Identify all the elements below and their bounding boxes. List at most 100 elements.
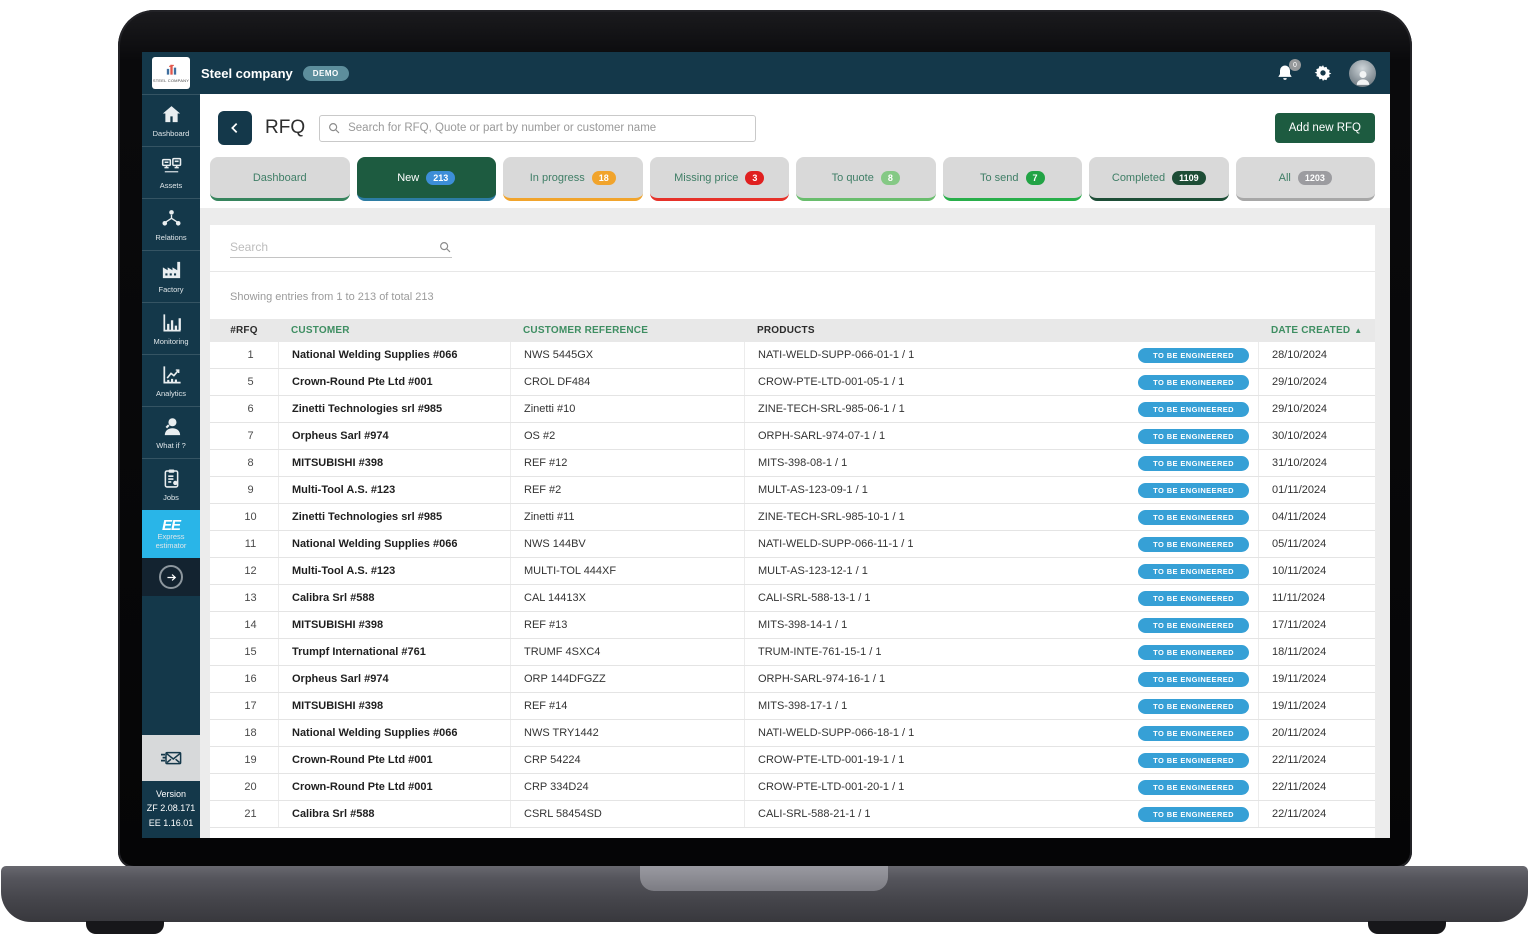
- cell-customer-reference: REF #12: [510, 450, 744, 476]
- table-row[interactable]: 14 MITSUBISHI #398 REF #13 MITS-398-14-1…: [210, 612, 1375, 639]
- table-row[interactable]: 6 Zinetti Technologies srl #985 Zinetti …: [210, 396, 1375, 423]
- tab-label: Dashboard: [252, 171, 307, 184]
- sidebar-item[interactable]: Analytics: [142, 354, 200, 406]
- cell-customer-reference: TRUMF 4SXC4: [510, 639, 744, 665]
- cell-customer-reference: NWS 5445GX: [510, 342, 744, 368]
- table-row[interactable]: 19 Crown-Round Pte Ltd #001 CRP 54224 CR…: [210, 747, 1375, 774]
- table-row[interactable]: 13 Calibra Srl #588 CAL 14413X CALI-SRL-…: [210, 585, 1375, 612]
- tab-count-badge: 213: [426, 170, 456, 185]
- sidebar-collapse-button[interactable]: [142, 558, 200, 596]
- sidebar-item-label: Monitoring: [153, 336, 189, 346]
- cell-products: ZINE-TECH-SRL-985-10-1 / 1 TO BE ENGINEE…: [744, 504, 1258, 530]
- cell-products: MITS-398-14-1 / 1 TO BE ENGINEERED: [744, 612, 1258, 638]
- cell-date-created: 22/11/2024: [1258, 774, 1375, 800]
- cell-date-created: 31/10/2024: [1258, 450, 1375, 476]
- status-badge: TO BE ENGINEERED: [1138, 563, 1249, 579]
- cell-rfq-number: 7: [247, 430, 254, 442]
- status-tab[interactable]: All 1203: [1235, 157, 1375, 201]
- status-badge: TO BE ENGINEERED: [1138, 590, 1249, 606]
- send-feedback-button[interactable]: [142, 734, 200, 781]
- notifications-button[interactable]: 0: [1275, 59, 1301, 83]
- cell-rfq-number: 11: [244, 538, 257, 550]
- sidebar-item[interactable]: Factory: [142, 250, 200, 302]
- sidebar-item[interactable]: Jobs: [142, 458, 200, 510]
- column-header-rfq[interactable]: #RFQ: [230, 325, 258, 336]
- sidebar-item[interactable]: Dashboard: [142, 94, 200, 146]
- settings-button[interactable]: [1313, 63, 1333, 83]
- table-row[interactable]: 20 Crown-Round Pte Ltd #001 CRP 334D24 C…: [210, 774, 1375, 801]
- product-code: MITS-398-17-1 / 1: [758, 700, 848, 712]
- back-button[interactable]: [218, 111, 252, 145]
- sidebar-item[interactable]: Relations: [142, 198, 200, 250]
- sidebar-item-label: Factory: [158, 284, 184, 294]
- cell-customer: Zinetti Technologies srl #985: [278, 396, 510, 422]
- cell-customer-reference: CAL 14413X: [510, 585, 744, 611]
- gear-icon: [1313, 63, 1333, 83]
- cell-customer-reference: CSRL 58454SD: [510, 801, 744, 827]
- user-avatar[interactable]: [1349, 59, 1376, 87]
- status-badge: TO BE ENGINEERED: [1138, 536, 1249, 552]
- status-tab[interactable]: Missing price 3: [649, 157, 789, 201]
- column-header-customer-reference[interactable]: CUSTOMER REFERENCE: [523, 325, 649, 336]
- status-tab[interactable]: Dashboard: [210, 157, 350, 201]
- sidebar-item-express-estimator[interactable]: EE Express estimator: [142, 510, 200, 558]
- global-search-input[interactable]: [319, 114, 757, 142]
- product-code: CROW-PTE-LTD-001-20-1 / 1: [758, 781, 905, 793]
- notification-count-badge: 0: [1289, 59, 1301, 71]
- status-tab[interactable]: In progress 18: [503, 157, 643, 201]
- table-row[interactable]: 11 National Welding Supplies #066 NWS 14…: [210, 531, 1375, 558]
- table-row[interactable]: 18 National Welding Supplies #066 NWS TR…: [210, 720, 1375, 747]
- version-ee: EE 1.16.01: [148, 817, 194, 828]
- tab-count-badge: 7: [1025, 170, 1045, 185]
- cell-products: CALI-SRL-588-13-1 / 1 TO BE ENGINEERED: [744, 585, 1258, 611]
- table-filter-input[interactable]: [230, 240, 438, 254]
- sidebar-item-icon: [160, 155, 183, 178]
- version-zf: ZF 2.08.171: [146, 803, 196, 814]
- table-row[interactable]: 15 Trumpf International #761 TRUMF 4SXC4…: [210, 639, 1375, 666]
- express-estimator-logo: EE: [161, 516, 181, 534]
- cell-customer: Orpheus Sarl #974: [278, 666, 510, 692]
- status-badge: TO BE ENGINEERED: [1138, 617, 1249, 633]
- table-row[interactable]: 12 Multi-Tool A.S. #123 MULTI-TOL 444XF …: [210, 558, 1375, 585]
- status-tab[interactable]: To send 7: [942, 157, 1082, 201]
- product-code: TRUM-INTE-761-15-1 / 1: [758, 646, 882, 658]
- column-header-date-created[interactable]: DATE CREATED ▲: [1258, 325, 1375, 336]
- product-code: ORPH-SARL-974-16-1 / 1: [758, 673, 886, 685]
- cell-customer: MITSUBISHI #398: [278, 612, 510, 638]
- cell-customer-reference: Zinetti #11: [510, 504, 744, 530]
- cell-customer-reference: OS #2: [510, 423, 744, 449]
- cell-customer: Calibra Srl #588: [278, 801, 510, 827]
- column-header-products[interactable]: PRODUCTS: [757, 325, 815, 336]
- cell-products: NATI-WELD-SUPP-066-11-1 / 1 TO BE ENGINE…: [744, 531, 1258, 557]
- status-tab[interactable]: To quote 8: [796, 157, 936, 201]
- cell-products: MITS-398-17-1 / 1 TO BE ENGINEERED: [744, 693, 1258, 719]
- sidebar-item[interactable]: What if ?: [142, 406, 200, 458]
- status-badge: TO BE ENGINEERED: [1138, 401, 1249, 417]
- sidebar-item[interactable]: Assets: [142, 146, 200, 198]
- table-row[interactable]: 1 National Welding Supplies #066 NWS 544…: [210, 342, 1375, 369]
- cell-date-created: 17/11/2024: [1258, 612, 1375, 638]
- table-row[interactable]: 7 Orpheus Sarl #974 OS #2 ORPH-SARL-974-…: [210, 423, 1375, 450]
- sidebar-item-icon: [160, 415, 183, 438]
- main-area: RFQ Add new RFQ Dashboard: [200, 94, 1390, 838]
- table-row[interactable]: 10 Zinetti Technologies srl #985 Zinetti…: [210, 504, 1375, 531]
- column-header-customer[interactable]: CUSTOMER: [291, 325, 350, 336]
- cell-rfq-number: 8: [247, 457, 254, 469]
- table-row[interactable]: 5 Crown-Round Pte Ltd #001 CROL DF484 CR…: [210, 369, 1375, 396]
- table-row[interactable]: 21 Calibra Srl #588 CSRL 58454SD CALI-SR…: [210, 801, 1375, 828]
- add-new-rfq-button[interactable]: Add new RFQ: [1274, 113, 1375, 143]
- table-row[interactable]: 8 MITSUBISHI #398 REF #12 MITS-398-08-1 …: [210, 450, 1375, 477]
- table-row[interactable]: 17 MITSUBISHI #398 REF #14 MITS-398-17-1…: [210, 693, 1375, 720]
- status-tab[interactable]: New 213: [356, 157, 496, 201]
- status-tab[interactable]: Completed 1109: [1089, 157, 1229, 201]
- cell-customer: Calibra Srl #588: [278, 585, 510, 611]
- laptop-foot-right: [1368, 921, 1446, 934]
- sidebar-item-label: Relations: [155, 232, 187, 242]
- table-row[interactable]: 16 Orpheus Sarl #974 ORP 144DFGZZ ORPH-S…: [210, 666, 1375, 693]
- product-code: ZINE-TECH-SRL-985-06-1 / 1: [758, 403, 905, 415]
- demo-badge: DEMO: [302, 65, 349, 81]
- sidebar-item[interactable]: Monitoring: [142, 302, 200, 354]
- cell-customer-reference: CRP 54224: [510, 747, 744, 773]
- table-row[interactable]: 9 Multi-Tool A.S. #123 REF #2 MULT-AS-12…: [210, 477, 1375, 504]
- status-badge: TO BE ENGINEERED: [1138, 779, 1249, 795]
